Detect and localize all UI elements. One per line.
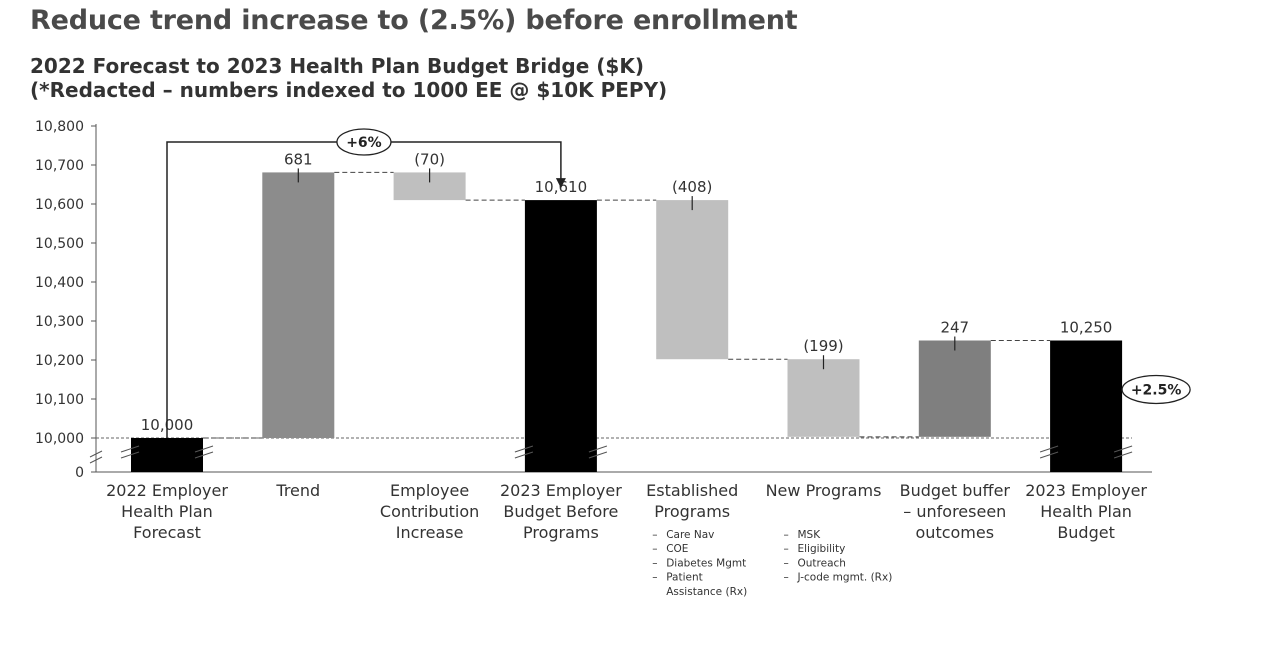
category-label: Budget Before [503,502,618,521]
detail-bullet: – [652,543,657,555]
bar [262,172,335,438]
category-label: Contribution [380,502,479,521]
detail-bullet: – [652,572,657,584]
detail-item: Diabetes Mgmt [666,557,746,569]
detail-item: Outreach [798,557,846,569]
axis-break-mark [1039,451,1059,459]
y-tick-label: 10,000 [35,431,84,447]
axis-break-mark [89,450,103,458]
category-label: New Programs [766,481,882,500]
page-title: Reduce trend increase to (2.5%) before e… [30,5,798,36]
category-label: Budget [1057,523,1115,542]
budget-growth-callout [1121,374,1191,405]
bar [656,200,729,360]
category-label: outcomes [916,523,995,542]
category-label: Trend [275,481,320,500]
chart-subtitle-line2: (*Redacted – numbers indexed to 1000 EE … [30,78,668,102]
category-label: – unforeseen [903,502,1006,521]
data-label: (408) [672,178,712,196]
detail-bullet: – [784,543,789,555]
data-label: 10,250 [1060,319,1113,337]
growth-bracket [166,141,562,438]
axis-break-mark [514,445,534,453]
category-label: Established [646,481,738,500]
y-tick-label: 10,100 [35,392,84,408]
bar [918,340,991,437]
chart-subtitle: 2022 Forecast to 2023 Health Plan Budget… [30,54,667,102]
axis-break-mark [120,451,140,459]
category-label: 2022 Employer [106,481,228,500]
axis-break-mark [120,445,140,453]
axis-break-mark [194,445,214,453]
axis-break-mark [588,445,608,453]
detail-item: Care Nav [666,529,714,541]
axis-break-mark [1039,445,1059,453]
axis-break-mark [89,456,103,464]
category-label: Increase [396,523,464,542]
category-label: Programs [523,523,599,542]
data-label: 681 [284,150,313,168]
detail-bullet: – [784,572,789,584]
y-tick-label: 10,400 [35,275,84,291]
y-tick-label: 0 [75,465,84,481]
axis-break-mark [194,451,214,459]
category-label: 2023 Employer [500,481,622,500]
detail-item: Patient [666,572,703,584]
bar [787,359,860,437]
growth-badge [336,128,392,156]
axis-break-mark [1113,451,1133,459]
category-label: Health Plan [1040,502,1132,521]
growth-bracket-arrow [555,178,566,189]
detail-item: Assistance (Rx) [666,586,747,598]
y-tick-label: 10,200 [35,353,84,369]
y-tick-label: 10,500 [35,236,84,252]
detail-item: COE [666,543,688,555]
category-label: 2023 Employer [1025,481,1147,500]
detail-item: MSK [798,529,822,541]
y-tick-label: 10,700 [35,158,84,174]
detail-bullet: – [652,529,657,541]
category-label: Forecast [133,523,201,542]
y-tick-label: 10,800 [35,119,84,135]
axis-break-mark [514,451,534,459]
detail-item: J-code mgmt. (Rx) [797,572,893,584]
y-tick-label: 10,600 [35,197,84,213]
detail-item: Eligibility [798,543,846,555]
category-label: Programs [654,502,730,521]
data-label: (199) [803,337,843,355]
bar [131,438,203,472]
data-label: 247 [940,319,969,337]
detail-bullet: – [784,529,789,541]
bar [524,200,597,472]
category-label: Budget buffer [900,481,1011,500]
axis-break-mark [588,451,608,459]
detail-bullet: – [652,557,657,569]
data-label: (70) [414,150,445,168]
axis-break-mark [1113,445,1133,453]
category-label: Employee [390,481,469,500]
bar [1050,340,1123,472]
growth-badge-label: +6% [346,135,382,151]
budget-growth-callout-label: +2.5% [1131,383,1182,399]
category-label: Health Plan [121,502,213,521]
y-tick-label: 10,300 [35,314,84,330]
detail-bullet: – [784,557,789,569]
chart-subtitle-line1: 2022 Forecast to 2023 Health Plan Budget… [30,54,644,78]
